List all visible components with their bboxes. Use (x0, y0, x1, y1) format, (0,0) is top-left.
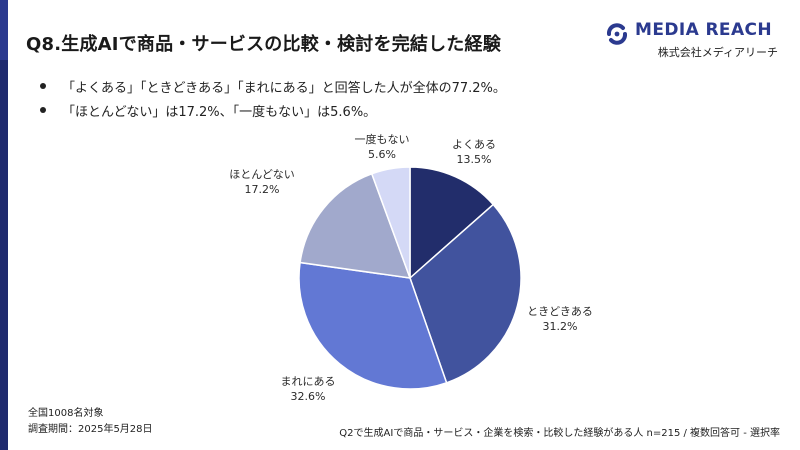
pie-slice-4 (299, 172, 412, 279)
summary-item: 「ほとんどない」は17.2%、「一度もない」は5.6%。 (40, 98, 506, 122)
accent-bar-bottom (0, 60, 8, 450)
summary-list: 「よくある」「ときどきある」「まれにある」と回答した人が全体の77.2%。 「ほ… (40, 74, 506, 122)
summary-item: 「よくある」「ときどきある」「まれにある」と回答した人が全体の77.2%。 (40, 74, 506, 98)
slice-category-label: まれにある (281, 375, 336, 388)
company-logo: MEDIA REACH 株式会社メディアリーチ (603, 18, 778, 62)
survey-period: 調査期間：2025年5月28日 (28, 424, 153, 435)
survey-note: Q2で生成AIで商品・サービス・企業を検索・比較した経験がある人 n=215 /… (339, 428, 780, 439)
slice-category-label: ほとんどない (229, 168, 294, 181)
pie-slice-1 (409, 166, 495, 280)
survey-scope: 全国1008名対象 (28, 408, 104, 419)
company-name: 株式会社メディアリーチ (657, 46, 778, 59)
slice-category-label: ときどきある (527, 305, 593, 318)
pie-slice-5 (370, 166, 411, 279)
slice-value-label: 32.6% (291, 390, 326, 403)
summary-text: 「よくある」「ときどきある」「まれにある」と回答した人が全体の77.2%。 (62, 80, 506, 96)
slice-category-label: よくある (452, 138, 496, 151)
slice-category-label: 一度もない (355, 132, 410, 146)
media-reach-logo-icon (607, 23, 627, 45)
accent-bar (0, 0, 8, 450)
slice-value-label: 5.6% (368, 148, 396, 161)
accent-bar-top (0, 0, 8, 60)
pie-slice-2 (409, 203, 522, 384)
survey-info: 全国1008名対象 調査期間：2025年5月28日 (28, 406, 153, 438)
slice-value-label: 13.5% (457, 153, 492, 166)
slice-value-label: 17.2% (245, 183, 280, 196)
pie-slice-3 (298, 261, 448, 390)
slice-value-label: 31.2% (543, 320, 578, 333)
summary-text: 「ほとんどない」は17.2%、「一度もない」は5.6%。 (62, 104, 377, 120)
brand-name: MEDIA REACH (635, 20, 773, 40)
bullet-dot-icon (40, 107, 46, 113)
page-title: Q8.生成AIで商品・サービスの比較・検討を完結した経験 (26, 34, 501, 55)
bullet-dot-icon (40, 83, 46, 89)
